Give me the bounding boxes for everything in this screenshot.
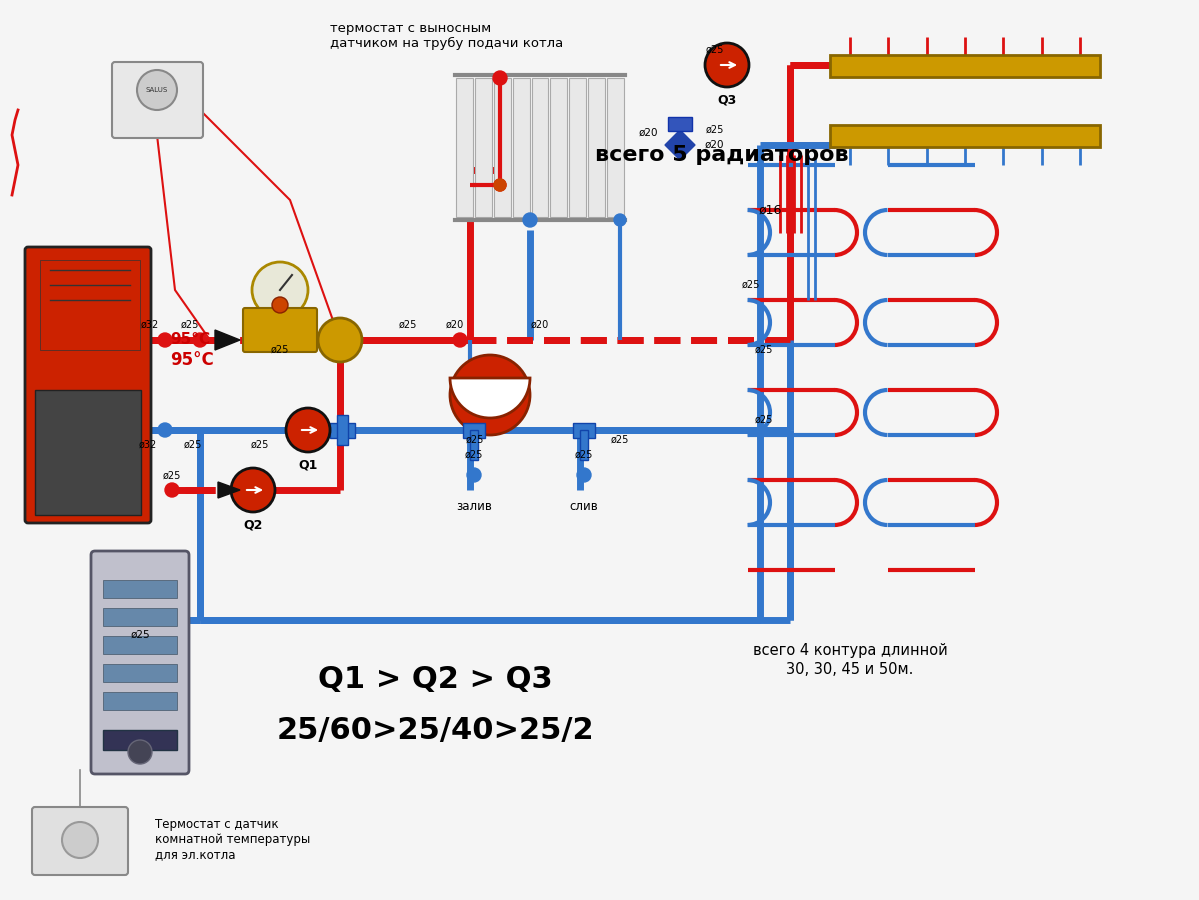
Bar bbox=[456, 78, 472, 217]
Polygon shape bbox=[218, 482, 240, 498]
Circle shape bbox=[272, 297, 288, 313]
Text: ø25: ø25 bbox=[181, 320, 199, 330]
Text: ø25: ø25 bbox=[742, 280, 760, 290]
Bar bbox=[830, 125, 1099, 147]
Text: Термостат с датчик
комнатной температуры
для эл.котла: Термостат с датчик комнатной температуры… bbox=[155, 818, 311, 861]
Text: ø20: ø20 bbox=[705, 140, 724, 150]
Text: Q2: Q2 bbox=[243, 518, 263, 532]
Circle shape bbox=[62, 822, 98, 858]
Circle shape bbox=[128, 740, 152, 764]
Bar bbox=[494, 78, 511, 217]
FancyBboxPatch shape bbox=[25, 247, 151, 523]
Circle shape bbox=[577, 468, 591, 482]
Bar bbox=[103, 636, 177, 654]
FancyBboxPatch shape bbox=[32, 807, 128, 875]
Text: Q1 > Q2 > Q3: Q1 > Q2 > Q3 bbox=[318, 665, 553, 695]
Text: всего 5 радиаторов: всего 5 радиаторов bbox=[595, 145, 849, 165]
Bar bbox=[337, 415, 348, 445]
Text: ø16: ø16 bbox=[758, 203, 782, 217]
Polygon shape bbox=[215, 330, 240, 350]
FancyBboxPatch shape bbox=[91, 551, 189, 774]
Circle shape bbox=[614, 214, 626, 226]
Circle shape bbox=[523, 213, 537, 227]
Text: ø25: ø25 bbox=[465, 450, 483, 460]
Text: всего 4 контура длинной: всего 4 контура длинной bbox=[753, 643, 947, 658]
Text: 95°С: 95°С bbox=[170, 351, 213, 369]
Text: ø25: ø25 bbox=[183, 440, 203, 450]
Text: ø25: ø25 bbox=[706, 45, 724, 55]
Bar bbox=[607, 78, 623, 217]
Bar bbox=[589, 78, 605, 217]
Circle shape bbox=[318, 318, 362, 362]
Circle shape bbox=[252, 262, 308, 318]
Bar bbox=[103, 580, 177, 598]
Bar bbox=[570, 78, 586, 217]
Circle shape bbox=[466, 468, 481, 482]
Text: ø20: ø20 bbox=[446, 320, 464, 330]
Text: ø32: ø32 bbox=[140, 320, 159, 330]
Bar bbox=[475, 78, 492, 217]
Text: слив: слив bbox=[570, 500, 598, 513]
Text: ø20: ø20 bbox=[531, 320, 549, 330]
Bar bbox=[531, 78, 548, 217]
Text: ø25: ø25 bbox=[163, 471, 181, 481]
Wedge shape bbox=[450, 378, 530, 418]
Text: 95°С: 95°С bbox=[170, 332, 210, 347]
Bar bbox=[103, 730, 177, 750]
Text: SALUS: SALUS bbox=[146, 87, 168, 93]
Circle shape bbox=[494, 179, 506, 191]
Bar bbox=[103, 664, 177, 682]
Bar bbox=[463, 423, 486, 438]
Bar bbox=[330, 423, 355, 438]
Bar bbox=[103, 608, 177, 626]
Bar bbox=[40, 260, 140, 350]
Text: 25/60>25/40>25/2: 25/60>25/40>25/2 bbox=[276, 716, 594, 744]
Text: ø25: ø25 bbox=[706, 125, 724, 135]
FancyBboxPatch shape bbox=[112, 62, 203, 138]
Text: Q3: Q3 bbox=[717, 94, 736, 106]
Bar bbox=[103, 692, 177, 710]
Text: ø25: ø25 bbox=[466, 435, 484, 445]
Text: ø25: ø25 bbox=[755, 345, 773, 355]
Circle shape bbox=[137, 70, 177, 110]
Circle shape bbox=[450, 355, 530, 435]
Bar bbox=[830, 55, 1099, 77]
Bar bbox=[35, 390, 141, 515]
Bar bbox=[513, 78, 530, 217]
Text: ø25: ø25 bbox=[271, 345, 289, 355]
Text: ø25: ø25 bbox=[610, 435, 629, 445]
Bar bbox=[668, 117, 692, 131]
Bar bbox=[573, 423, 595, 438]
Bar bbox=[470, 430, 478, 460]
Polygon shape bbox=[665, 130, 695, 160]
Circle shape bbox=[158, 333, 171, 347]
Bar bbox=[580, 430, 588, 460]
Text: ø25: ø25 bbox=[755, 415, 773, 425]
Text: ø32: ø32 bbox=[139, 440, 157, 450]
Bar bbox=[550, 78, 567, 217]
Text: термостат с выносным
датчиком на трубу подачи котла: термостат с выносным датчиком на трубу п… bbox=[330, 22, 564, 50]
Text: ø25: ø25 bbox=[251, 440, 270, 450]
Circle shape bbox=[193, 333, 207, 347]
Text: ø20: ø20 bbox=[639, 128, 658, 138]
Circle shape bbox=[705, 43, 749, 87]
Text: ø25: ø25 bbox=[131, 630, 150, 640]
Circle shape bbox=[165, 483, 179, 497]
Text: 30, 30, 45 и 50м.: 30, 30, 45 и 50м. bbox=[787, 662, 914, 678]
Circle shape bbox=[231, 468, 275, 512]
Circle shape bbox=[493, 71, 507, 85]
Circle shape bbox=[453, 333, 466, 347]
Text: ø25: ø25 bbox=[574, 450, 594, 460]
Circle shape bbox=[494, 179, 506, 191]
Text: ø25: ø25 bbox=[399, 320, 417, 330]
Text: Q1: Q1 bbox=[299, 458, 318, 472]
Circle shape bbox=[287, 408, 330, 452]
Circle shape bbox=[158, 423, 171, 437]
Text: залив: залив bbox=[456, 500, 492, 513]
FancyBboxPatch shape bbox=[243, 308, 317, 352]
